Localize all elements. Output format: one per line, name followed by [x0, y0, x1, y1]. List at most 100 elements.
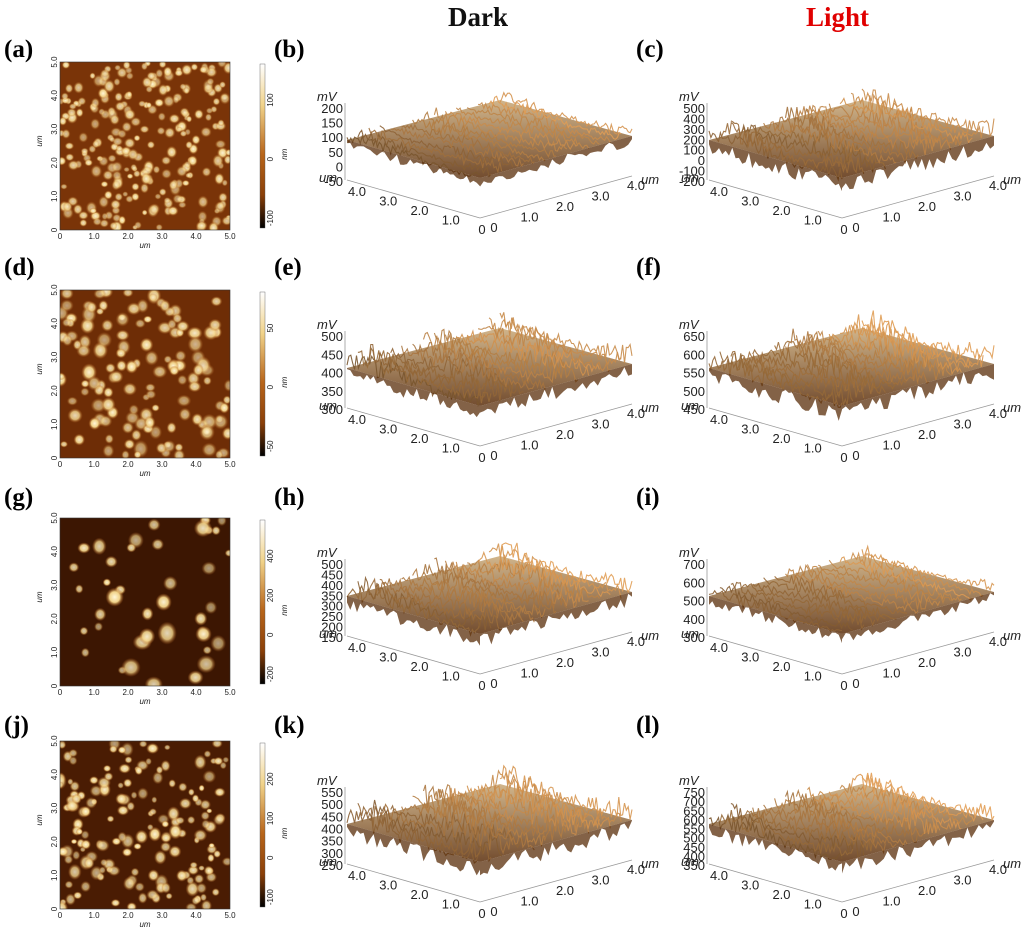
x-tick-label: 2.0	[122, 460, 134, 469]
panel-label-j: (j)	[4, 712, 29, 739]
x-axis-unit: um	[1003, 400, 1021, 415]
y-axis-unit: um	[681, 626, 699, 641]
x-tick-label: 5.0	[224, 911, 236, 920]
x-tick-label: 4.0	[190, 232, 202, 241]
y-tick-label: 3.0	[741, 878, 759, 893]
y-tick-label: 2.0	[50, 157, 59, 169]
x-tick-label: 5.0	[224, 232, 236, 241]
z-tick-label: 300	[321, 599, 343, 614]
y-tick-label: 2.0	[50, 836, 59, 848]
x-tick-label: 1.0	[882, 666, 900, 681]
z-tick-label: 200	[321, 620, 343, 635]
x-tick-label: 3.0	[156, 232, 168, 241]
x-tick-label: 4.0	[190, 688, 202, 697]
x-tick-label: 4.0	[190, 460, 202, 469]
y-tick-label: 5.0	[50, 56, 59, 68]
z-tick-label: 150	[321, 116, 343, 131]
y-tick-label: 2.0	[410, 203, 428, 218]
colorbar-tick-label: -200	[266, 666, 275, 683]
y-tick-label: 1.0	[442, 897, 460, 912]
x-tick-label: 4.0	[989, 406, 1007, 421]
x-axis-unit: um	[641, 400, 659, 415]
z-tick-label: 300	[321, 846, 343, 861]
z-tick-label: 500	[683, 384, 705, 399]
z-axis-unit: mV	[679, 317, 700, 332]
y-axis-unit: um	[681, 170, 699, 185]
y-tick-label: 3.0	[741, 422, 759, 437]
z-tick-label: 500	[683, 101, 705, 116]
y-tick-label: 1.0	[50, 190, 59, 202]
surface-base	[347, 784, 632, 862]
x-tick-label: 3.0	[953, 873, 971, 888]
y-tick-label: 5.0	[50, 512, 59, 524]
y-axis-unit: um	[35, 363, 44, 374]
x-tick-label: 2.0	[556, 655, 574, 670]
colorbar-tick-label: 0	[266, 855, 275, 860]
z-tick-label: 50	[329, 145, 343, 160]
column-title-light: Light	[806, 2, 870, 32]
z-tick-label: 100	[321, 130, 343, 145]
z-axis-unit: mV	[317, 89, 338, 104]
z-tick-label: 450	[321, 347, 343, 362]
potential-map-2: 500 450 400 350 300 mV 4.0 3.0 2.0 1.0 0 0 1.0 2.0 3.0…	[317, 312, 659, 465]
y-tick-label: 0	[840, 222, 847, 237]
y-tick-label: 1.0	[804, 441, 822, 456]
colorbar	[259, 742, 266, 908]
x-tick-label: 3.0	[591, 417, 609, 432]
x-tick-label: 2.0	[122, 232, 134, 241]
y-tick-label: 1.0	[50, 646, 59, 658]
panel-label-h: (h)	[274, 484, 305, 511]
x-tick-label: 0	[852, 904, 859, 919]
x-tick-label: 4.0	[627, 178, 645, 193]
y-tick-label: 4.0	[710, 868, 728, 883]
panel-label-f: (f)	[636, 254, 661, 281]
y-tick-label: 0	[50, 906, 59, 911]
z-tick-label: 600	[683, 575, 705, 590]
x-axis-unit: um	[641, 856, 659, 871]
colorbar-tick-label: 400	[266, 549, 275, 563]
z-tick-label: 400	[683, 849, 705, 864]
y-tick-label: 0	[478, 450, 485, 465]
x-axis-unit: um	[641, 628, 659, 643]
z-tick-label: 200	[321, 101, 343, 116]
x-tick-label: 5.0	[224, 688, 236, 697]
x-tick-label: 1.0	[520, 438, 538, 453]
z-tick-label: 450	[321, 809, 343, 824]
y-tick-label: 4.0	[348, 640, 366, 655]
x-tick-label: 0	[58, 232, 63, 241]
y-tick-label: 4.0	[710, 412, 728, 427]
z-tick-label: 500	[321, 557, 343, 572]
y-tick-label: 1.0	[442, 441, 460, 456]
x-tick-label: 1.0	[520, 666, 538, 681]
y-tick-label: 3.0	[379, 650, 397, 665]
colorbar-tick-label: 0	[266, 384, 275, 389]
colorbar-tick-label: 0	[266, 156, 275, 161]
x-axis-unit: um	[641, 172, 659, 187]
z-tick-label: 500	[321, 329, 343, 344]
z-tick-label: 500	[683, 594, 705, 609]
x-tick-label: 5.0	[224, 460, 236, 469]
y-axis-unit: um	[319, 626, 337, 641]
x-tick-label: 3.0	[591, 189, 609, 204]
x-tick-label: 0	[852, 448, 859, 463]
y-tick-label: 1.0	[50, 869, 59, 881]
x-tick-label: 1.0	[88, 232, 100, 241]
y-tick-label: 4.0	[50, 89, 59, 101]
x-tick-label: 0	[490, 904, 497, 919]
y-tick-label: 3.0	[50, 123, 59, 135]
y-axis-unit: um	[319, 854, 337, 869]
y-tick-label: 1.0	[442, 669, 460, 684]
colorbar-tick-label: -50	[266, 440, 275, 452]
x-tick-label: 3.0	[156, 460, 168, 469]
colorbar-tick-label: 200	[266, 588, 275, 602]
z-axis-unit: mV	[679, 89, 700, 104]
z-tick-label: 0	[698, 153, 705, 168]
x-tick-label: 3.0	[591, 873, 609, 888]
x-tick-label: 2.0	[122, 911, 134, 920]
panel-label-a: (a)	[4, 36, 34, 63]
colorbar-unit: nm	[280, 376, 289, 387]
